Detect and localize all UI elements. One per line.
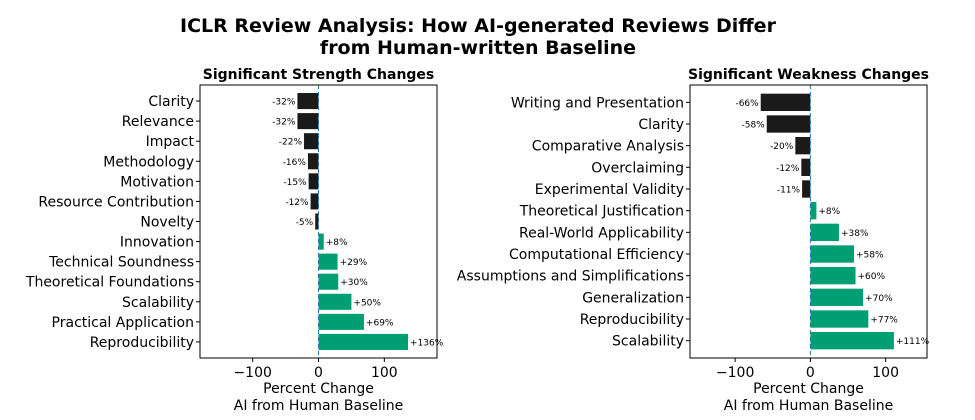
- category-label: Clarity: [638, 117, 684, 133]
- bar-computational-efficiency: [810, 245, 855, 263]
- x-axis-label: Percent Change: [753, 381, 864, 397]
- value-label: +60%: [858, 272, 886, 282]
- x-tick-label: −100: [233, 365, 271, 381]
- bar-relevance: [297, 113, 319, 130]
- bar-technical-soundness: [318, 253, 338, 270]
- bar-methodology: [307, 153, 319, 170]
- x-tick-label: 0: [806, 365, 815, 381]
- category-label: Practical Application: [52, 315, 194, 331]
- bar-practical-application: [318, 313, 364, 330]
- category-label: Theoretical Foundations: [25, 275, 194, 291]
- bar-assumptions-and-simplifications: [810, 267, 856, 285]
- category-label: Experimental Validity: [535, 182, 684, 198]
- chart-title: Significant Weakness Changes: [688, 67, 929, 83]
- bar-reproducibility: [810, 310, 869, 328]
- bar-impact: [304, 133, 319, 150]
- figure-title-line1: ICLR Review Analysis: How AI-generated R…: [180, 15, 777, 37]
- value-label: -16%: [283, 158, 307, 168]
- x-axis-label: Percent Change: [263, 381, 374, 397]
- value-label: -15%: [283, 178, 307, 188]
- value-label: -20%: [770, 142, 794, 152]
- value-label: +8%: [818, 207, 840, 217]
- value-label: +50%: [353, 298, 381, 308]
- value-label: -5%: [296, 218, 314, 228]
- bar-comparative-analysis: [795, 137, 811, 155]
- category-label: Methodology: [103, 154, 194, 170]
- category-label: Innovation: [120, 235, 194, 251]
- strength-changes-chart: Significant Strength Changes Clarity -32% R…: [25, 67, 444, 414]
- category-label: Technical Soundness: [48, 255, 194, 271]
- bar-resource-contribution: [310, 193, 319, 210]
- category-label: Generalization: [582, 290, 684, 306]
- x-axis-label-line2: AI from Human Baseline: [234, 398, 403, 414]
- value-label: +38%: [841, 229, 869, 239]
- bar-reproducibility: [318, 333, 409, 350]
- category-label: Relevance: [122, 114, 194, 130]
- value-label: -32%: [272, 98, 296, 108]
- value-label: +70%: [865, 294, 893, 304]
- value-label: +111%: [896, 337, 930, 347]
- value-label: -66%: [735, 99, 759, 109]
- x-tick-label: −100: [716, 365, 754, 381]
- figure-title-line2: from Human-written Baseline: [320, 37, 636, 59]
- category-label: Impact: [146, 134, 195, 150]
- bar-scalability: [810, 332, 894, 350]
- value-label: -12%: [776, 164, 800, 174]
- value-label: +29%: [340, 258, 368, 268]
- chart-title: Significant Strength Changes: [203, 67, 435, 83]
- bar-overclaiming: [801, 158, 811, 176]
- category-label: Scalability: [612, 334, 684, 350]
- category-label: Theoretical Justification: [519, 204, 684, 220]
- value-label: -11%: [777, 186, 801, 196]
- category-label: Overclaiming: [591, 160, 684, 176]
- value-label: +69%: [366, 318, 394, 328]
- value-label: +136%: [410, 338, 444, 348]
- value-label: -22%: [279, 138, 303, 148]
- bar-clarity: [766, 115, 811, 133]
- category-label: Reproducibility: [580, 312, 684, 328]
- bar-novelty: [315, 213, 319, 230]
- bar-theoretical-justification: [810, 202, 817, 220]
- category-label: Computational Efficiency: [509, 247, 684, 263]
- value-label: +77%: [870, 316, 898, 326]
- bar-clarity: [297, 93, 319, 110]
- value-label: -12%: [285, 198, 309, 208]
- x-axis-label-line2: AI from Human Baseline: [724, 398, 893, 414]
- value-label: +58%: [856, 251, 884, 261]
- value-label: +30%: [340, 278, 368, 288]
- category-label: Comparative Analysis: [532, 139, 684, 155]
- category-label: Real-World Applicability: [519, 225, 684, 241]
- category-label: Resource Contribution: [38, 194, 194, 210]
- plot-frame: [689, 84, 928, 359]
- category-label: Novelty: [140, 215, 194, 231]
- bar-motivation: [308, 173, 319, 190]
- category-label: Motivation: [120, 174, 194, 190]
- x-tick-label: 100: [371, 365, 398, 381]
- category-label: Clarity: [148, 94, 194, 110]
- category-label: Scalability: [122, 295, 194, 311]
- category-label: Reproducibility: [90, 335, 194, 351]
- bar-writing-and-presentation: [760, 93, 811, 111]
- value-label: +8%: [326, 238, 348, 248]
- category-label: Writing and Presentation: [511, 95, 684, 111]
- value-label: -58%: [741, 121, 765, 131]
- bar-theoretical-foundations: [318, 273, 339, 290]
- bar-generalization: [810, 288, 864, 306]
- category-label: Assumptions and Simplifications: [457, 269, 684, 285]
- bar-innovation: [318, 233, 324, 250]
- bar-scalability: [318, 293, 352, 310]
- bar-real-world-applicability: [810, 223, 839, 241]
- x-tick-label: 100: [872, 365, 899, 381]
- bar-experimental-validity: [802, 180, 811, 198]
- x-tick-label: 0: [314, 365, 323, 381]
- value-label: -32%: [272, 118, 296, 128]
